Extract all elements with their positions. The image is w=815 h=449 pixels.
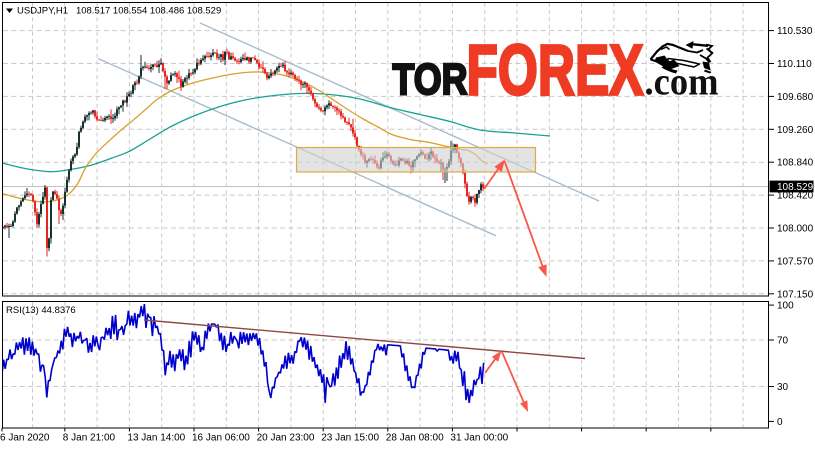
svg-text:70: 70 [777, 336, 789, 347]
svg-text:108.420: 108.420 [777, 191, 814, 202]
svg-text:FOREX: FOREX [467, 32, 644, 111]
svg-text:110.110: 110.110 [777, 59, 812, 70]
svg-text:108.000: 108.000 [777, 224, 814, 235]
svg-text:31 Jan 00:00: 31 Jan 00:00 [450, 433, 508, 444]
svg-text:6 Jan 2020: 6 Jan 2020 [0, 433, 50, 444]
svg-text:8 Jan 21:00: 8 Jan 21:00 [63, 433, 116, 444]
svg-text:23 Jan 15:00: 23 Jan 15:00 [321, 433, 379, 444]
svg-text:107.150: 107.150 [777, 289, 814, 300]
svg-text:108.529: 108.529 [777, 182, 814, 193]
svg-text:28 Jan 08:00: 28 Jan 08:00 [386, 433, 444, 444]
svg-text:109.680: 109.680 [777, 92, 814, 103]
svg-text:RSI(13) 44.8376: RSI(13) 44.8376 [6, 305, 76, 316]
svg-text:20 Jan 23:00: 20 Jan 23:00 [257, 433, 315, 444]
svg-text:TOR: TOR [393, 55, 468, 104]
svg-text:0: 0 [777, 417, 783, 428]
svg-text:13 Jan 14:00: 13 Jan 14:00 [127, 433, 185, 444]
svg-text:110.530: 110.530 [777, 26, 813, 37]
svg-text:100: 100 [777, 301, 794, 312]
svg-text:109.260: 109.260 [777, 125, 814, 136]
svg-text:USDJPY,H1 108.517 108.554 10: USDJPY,H1 108.517 108.554 108.486 108.52… [17, 6, 221, 17]
svg-text:107.570: 107.570 [777, 256, 814, 267]
svg-text:30: 30 [777, 382, 789, 393]
svg-text:16 Jan 06:00: 16 Jan 06:00 [192, 433, 250, 444]
svg-text:108.840: 108.840 [777, 158, 814, 169]
